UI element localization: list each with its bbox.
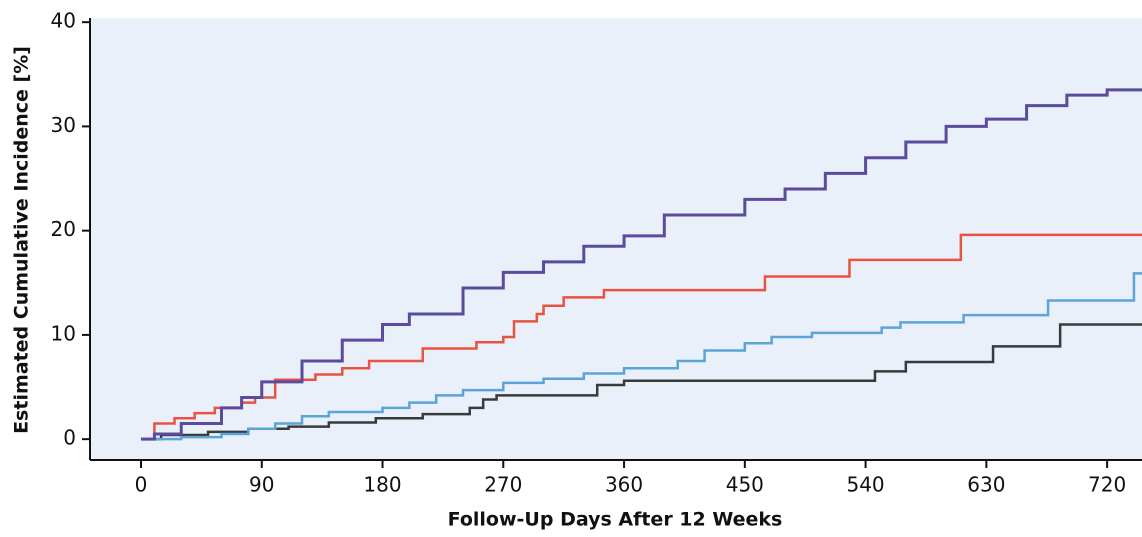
x-tick-label: 0: [135, 473, 148, 497]
x-tick-label: 90: [249, 473, 274, 497]
y-tick-label: 10: [51, 321, 76, 345]
x-tick-label: 180: [363, 473, 401, 497]
series-line: [140, 233, 1142, 441]
y-tick-label: 30: [51, 113, 76, 137]
y-tick-label: 40: [51, 9, 76, 33]
x-tick-label: 720: [1088, 473, 1126, 497]
x-tick-label: 270: [484, 473, 522, 497]
x-tick-label: 540: [846, 473, 884, 497]
series-line: [140, 272, 1142, 441]
x-axis-title: Follow-Up Days After 12 Weeks: [448, 509, 783, 531]
x-tick-label: 450: [726, 473, 764, 497]
x-tick-label: 360: [605, 473, 643, 497]
y-axis-title: Estimated Cumulative Incidence [%]: [11, 46, 33, 434]
plot-background: [90, 18, 1142, 460]
y-tick-label: 0: [63, 426, 76, 450]
y-tick-label: 20: [51, 217, 76, 241]
x-tick-label: 630: [967, 473, 1005, 497]
series-line: [140, 88, 1142, 441]
